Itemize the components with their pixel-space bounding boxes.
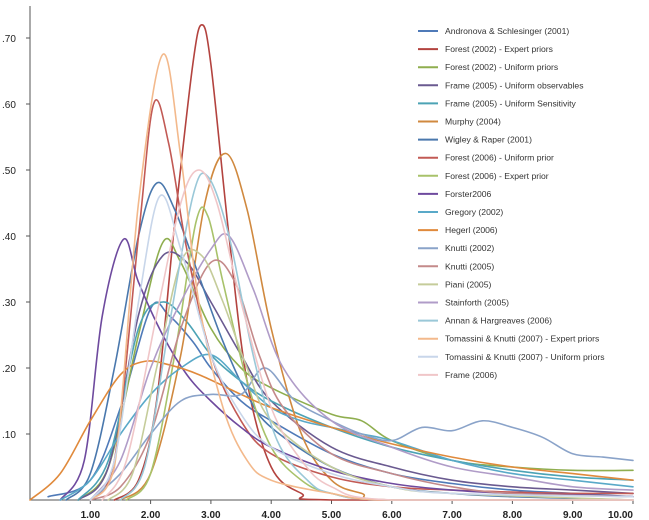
legend-label-forster2006: Forster2006: [445, 189, 492, 199]
chart-axes: 1.00 2.00 3.00 4.00 5.00 6.00 7.00 8.00 9.00 10.0…: [2, 6, 634, 520]
x-tick-label: 1.00: [81, 510, 101, 520]
legend-label-knutti-2002: Knutti (2002): [445, 243, 494, 253]
legend-label-forest-2002-uniform-priors: Forest (2002) - Uniform priors: [445, 62, 558, 72]
series-line-murphy-2004: [119, 152, 634, 501]
legend-label-frame-2006: Frame (2006): [445, 370, 497, 380]
series-line-tomassini-knutti-2007-uniform-priors: [89, 194, 634, 501]
x-tick-label: 10.00: [608, 510, 633, 520]
series-line-stainforth-2005: [89, 232, 634, 501]
legend-label-forest-2002-expert-priors: Forest (2002) - Expert priors: [445, 44, 553, 54]
y-tick-label: .20: [2, 364, 16, 375]
legend-label-tomassini-knutti-2007-uniform-priors: Tomassini & Knutti (2007) - Uniform prio…: [445, 352, 605, 362]
x-tick-label: 3.00: [201, 510, 221, 520]
series-line-frame-2005-uniform-observables: [77, 251, 634, 501]
chart-legend: Andronova & Schlesinger (2001) Forest (20…: [418, 26, 605, 380]
chart-plot-area: [29, 24, 634, 501]
x-tick-label: 8.00: [503, 510, 523, 520]
y-tick-label: .50: [2, 166, 16, 177]
x-tick-label: 5.00: [322, 510, 342, 520]
legend-label-frame-2005-uniform-observables: Frame (2005) - Uniform observables: [445, 80, 584, 90]
x-tick-label: 4.00: [261, 510, 281, 520]
x-tick-label: 2.00: [141, 510, 161, 520]
series-line-andronova-schlesinger-2001: [47, 301, 634, 498]
series-line-tomassini-knutti-2007-expert-priors: [89, 53, 634, 501]
series-line-forster2006: [59, 238, 634, 501]
series-line-knutti-2002: [89, 367, 634, 501]
x-tick-label: 7.00: [442, 510, 462, 520]
series-line-frame-2006: [101, 169, 634, 501]
y-tick-label: .70: [2, 34, 16, 45]
x-tick-label: 9.00: [563, 510, 583, 520]
y-tick-label: .40: [2, 232, 16, 243]
series-line-gregory-2002: [59, 353, 634, 501]
x-tick-label: 6.00: [382, 510, 402, 520]
y-tick-label: .60: [2, 100, 16, 111]
legend-label-hegerl-2006: Hegerl (2006): [445, 225, 498, 235]
legend-label-murphy-2004: Murphy (2004): [445, 117, 501, 127]
legend-label-annan-hargreaves-2006: Annan & Hargreaves (2006): [445, 316, 552, 326]
legend-label-wigley-raper-2001: Wigley & Raper (2001): [445, 135, 532, 145]
legend-label-knutti-2005: Knutti (2005): [445, 261, 494, 271]
legend-label-andronova-schlesinger-2001: Andronova & Schlesinger (2001): [445, 26, 569, 36]
legend-label-frame-2005-uniform-sensitivity: Frame (2005) - Uniform Sensitivity: [445, 98, 577, 108]
legend-label-gregory-2002: Gregory (2002): [445, 207, 503, 217]
y-tick-label: .30: [2, 298, 16, 309]
legend-label-forest-2006-expert-prior: Forest (2006) - Expert prior: [445, 171, 549, 181]
legend-label-forest-2006-uniform-prior: Forest (2006) - Uniform prior: [445, 153, 554, 163]
y-tick-label: .10: [2, 430, 16, 441]
legend-label-stainforth-2005: Stainforth (2005): [445, 298, 509, 308]
legend-label-piani-2005: Piani (2005): [445, 279, 491, 289]
legend-label-tomassini-knutti-2007-expert-priors: Tomassini & Knutti (2007) - Expert prior…: [445, 334, 599, 344]
series-line-forest-2002-uniform-priors: [77, 237, 634, 501]
